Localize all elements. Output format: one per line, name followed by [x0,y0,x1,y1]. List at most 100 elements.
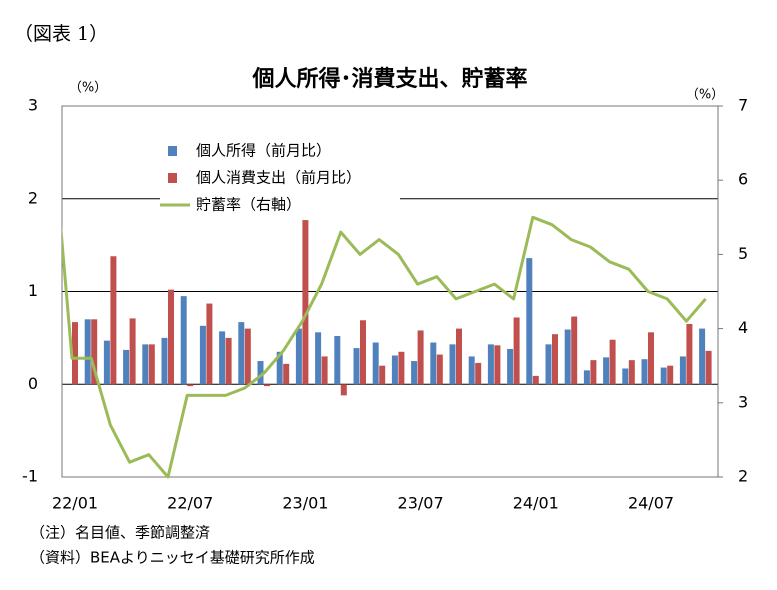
bar [72,322,78,385]
bar [468,356,475,385]
bar [449,344,456,385]
bar [571,316,578,385]
bar [340,384,347,396]
y2-tick-label: 4 [738,318,748,337]
bar [436,354,443,385]
note: （資料）BEAよりニッセイ基礎研究所作成 [30,549,315,567]
bar [398,351,405,385]
bar [494,345,501,385]
bar [302,220,309,385]
y2-tick-label: 6 [738,170,748,189]
x-tick-label: 24/01 [513,494,559,513]
x-tick-label: 24/07 [628,494,674,513]
y2-tick-label: 5 [738,244,748,263]
bar [244,328,251,385]
bar [526,258,533,385]
bar [372,342,379,385]
bar [391,355,398,385]
legend-swatch [168,173,177,183]
bar [552,334,558,385]
bar [315,332,322,385]
bar [295,328,302,385]
bar [648,332,654,385]
bar [475,362,482,385]
bar [628,360,635,385]
bar [686,323,693,385]
bar [168,289,174,385]
bar [487,344,494,385]
bar [603,357,610,385]
y2-tick-label: 2 [738,467,748,486]
bar [264,384,270,387]
y-tick-label: 3 [28,96,38,115]
bar [91,319,98,385]
bar [679,356,686,385]
bar [360,320,366,385]
line [62,215,707,479]
x-tick-label: 22/01 [52,494,98,513]
bar [283,363,290,385]
bar [532,375,539,385]
y2-tick-label: 3 [738,392,748,411]
y2-unit: （%） [686,88,724,103]
bar [199,325,206,385]
legend-label: 貯蓄率（右軸） [196,196,301,214]
bar [667,365,674,385]
y-unit: （%） [69,81,107,96]
legend-swatch [168,146,177,156]
legend: 個人所得（前月比） 個人消費支出（前月比） 貯蓄率（右軸） [160,138,400,218]
legend-label: 個人消費支出（前月比） [196,169,361,187]
bar [276,351,283,385]
y2-tick-label: 7 [738,96,748,115]
bar [219,331,226,385]
bar [353,348,360,385]
bar [161,337,168,385]
bar [110,256,117,385]
bar [123,349,130,385]
y-tick-label: -1 [22,467,38,486]
bar [417,330,424,385]
y-tick-label: 1 [28,281,38,300]
bar [699,328,706,385]
legend-label: 個人所得（前月比） [196,142,331,160]
chart-title: 個人所得･消費支出、貯蓄率 [251,66,527,92]
bar [225,337,232,385]
x-tick-label: 23/07 [398,494,444,513]
bar [84,319,91,385]
bar [334,336,341,385]
legend-background [160,138,400,218]
x-tick-label: 23/01 [282,494,328,513]
bar [238,322,245,385]
bars [72,220,712,396]
plot-frame [61,105,719,478]
bar [456,328,462,385]
bar [411,361,418,385]
bar [103,340,110,385]
bar [430,342,437,385]
bar [379,365,386,385]
bar [257,361,264,385]
bar [660,367,667,385]
bar [148,344,155,385]
bar [507,349,514,385]
bar [705,350,712,385]
y-tick-label: 2 [28,188,38,207]
bar [583,370,590,385]
y-tick-label: 0 [28,374,38,393]
x-tick-label: 22/07 [167,494,213,513]
note: （注）名目値、季節調整済 [30,524,210,542]
bar [206,303,213,385]
figure-label: （図表 1） [14,23,108,45]
bar [129,318,136,385]
line-layer [62,215,707,479]
bar [545,344,552,385]
bar [609,339,616,385]
bar [641,359,648,385]
bar [564,329,571,385]
bar [180,296,187,385]
bar [590,360,597,385]
bar [187,384,194,387]
bar [321,356,328,385]
